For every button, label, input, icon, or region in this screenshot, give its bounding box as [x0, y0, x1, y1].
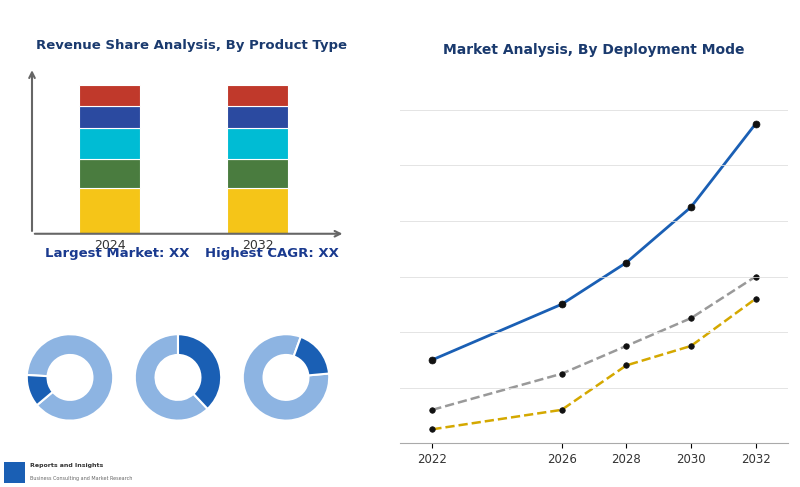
Text: Reports and Insights: Reports and Insights: [30, 464, 103, 468]
Wedge shape: [178, 334, 221, 409]
Bar: [79, 188, 140, 234]
Wedge shape: [135, 334, 207, 421]
Bar: [227, 85, 288, 106]
Wedge shape: [27, 375, 53, 405]
Bar: [227, 128, 288, 159]
Text: GLOBAL SERVER OPERATING SYSTEM MARKET SEGMENT ANALYSIS: GLOBAL SERVER OPERATING SYSTEM MARKET SE…: [10, 15, 559, 30]
FancyBboxPatch shape: [3, 462, 25, 483]
Bar: [79, 85, 140, 106]
Text: Business Consulting and Market Research: Business Consulting and Market Research: [30, 476, 132, 481]
Bar: [227, 188, 288, 234]
Wedge shape: [294, 337, 329, 375]
Bar: [79, 106, 140, 128]
Wedge shape: [27, 334, 113, 421]
Text: Highest CAGR: XX: Highest CAGR: XX: [205, 247, 338, 260]
Bar: [227, 159, 288, 188]
Title: Revenue Share Analysis, By Product Type: Revenue Share Analysis, By Product Type: [37, 39, 347, 52]
Wedge shape: [243, 334, 329, 421]
Text: Largest Market: XX: Largest Market: XX: [45, 247, 190, 260]
Bar: [79, 159, 140, 188]
Bar: [227, 106, 288, 128]
Title: Market Analysis, By Deployment Mode: Market Analysis, By Deployment Mode: [443, 43, 745, 57]
Bar: [79, 128, 140, 159]
